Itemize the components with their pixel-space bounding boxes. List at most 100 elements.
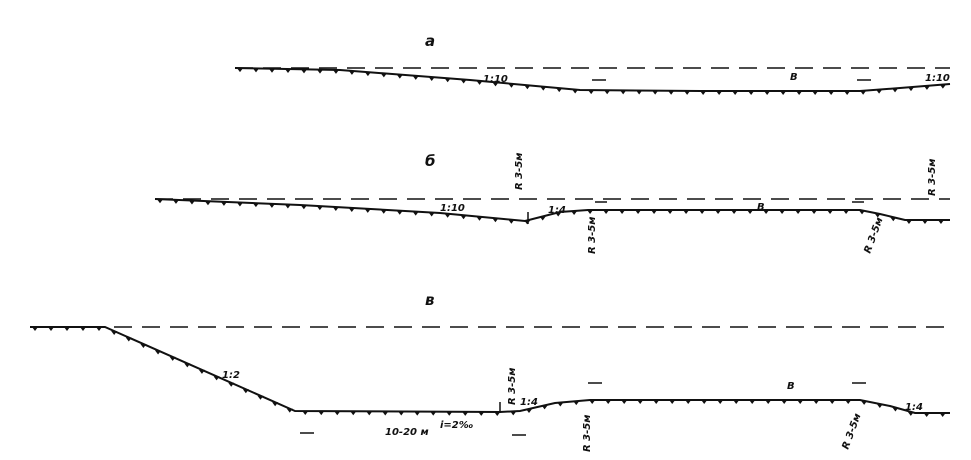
ground-hatch (111, 331, 118, 336)
ground-hatch (573, 401, 580, 406)
ground-hatch (701, 400, 708, 404)
ground-hatch (685, 400, 692, 404)
width-label: В (790, 72, 798, 83)
ground-hatch (446, 411, 453, 416)
ground-hatch (236, 68, 243, 73)
ground-hatch (749, 400, 756, 404)
ground-hatch (460, 79, 467, 84)
ground-hatch (557, 402, 564, 407)
ground-hatch (414, 411, 421, 416)
ground-hatch (843, 210, 850, 214)
ground-hatch (732, 91, 739, 95)
slope-left-label: 1:10 (440, 203, 465, 214)
ground-hatch (556, 88, 563, 93)
ground-hatch (796, 91, 803, 95)
ground-hatch (621, 400, 628, 404)
ground-hatch (828, 91, 835, 95)
ground-hatch (348, 70, 355, 75)
ground-hatch (668, 90, 675, 95)
ground-hatch (716, 91, 723, 95)
ground-hatch (892, 407, 899, 412)
ground-hatch (876, 89, 883, 94)
ground-hatch (874, 213, 881, 218)
ground-hatch (428, 77, 435, 82)
ground-hatch (508, 219, 515, 224)
ground-hatch (364, 208, 371, 213)
ground-hatch (876, 403, 883, 408)
ground-hatch (272, 402, 279, 407)
ground-hatch (605, 400, 612, 404)
ground-hatch (683, 210, 690, 214)
ground-hatch (316, 69, 323, 74)
ground-hatch (364, 72, 371, 77)
ground-hatch (652, 90, 659, 95)
ground-hatch (286, 408, 293, 413)
radius-label: R 3-5м (840, 412, 863, 451)
ground-hatch (412, 211, 419, 216)
ground-hatch (140, 343, 147, 348)
ground-hatch (589, 400, 596, 404)
ground-profile (30, 326, 950, 414)
ground-hatch (748, 91, 755, 95)
ground-hatch (508, 83, 515, 88)
ground-hatch (827, 210, 834, 214)
ground-hatch (717, 400, 724, 404)
bottom-width-label: 10-20 м (385, 427, 429, 438)
ground-hatch (923, 85, 930, 90)
ground-hatch (460, 215, 467, 220)
ground-hatch (172, 199, 179, 204)
ground-hatch (651, 210, 658, 214)
slope-left-label: 1:10 (483, 74, 508, 85)
ground-hatch (539, 216, 546, 221)
ground-hatch (350, 411, 357, 416)
ground-hatch (236, 202, 243, 207)
ground-hatch (284, 69, 291, 74)
profile-b: б 1:10 R 3-5м 1:4 R 3-5м В R 3-5м R 3-5м (154, 152, 950, 255)
ground-hatch (861, 400, 868, 405)
ground-hatch (780, 91, 787, 95)
ground-hatch (188, 200, 195, 205)
ground-hatch (204, 201, 211, 206)
ground-hatch (476, 216, 483, 221)
ground-hatch (316, 206, 323, 211)
profile-b-label: б (425, 152, 435, 170)
width-label: В (787, 381, 795, 392)
slope-mid-label: 1:4 (548, 205, 566, 216)
ground-hatch (937, 220, 944, 224)
ground-hatch (318, 411, 325, 416)
ground-hatch (892, 88, 899, 93)
ground-hatch (184, 363, 191, 368)
ground-hatch (731, 210, 738, 214)
slope-right-label: 1:10 (925, 73, 950, 84)
ground-hatch (80, 327, 86, 331)
ground-hatch (332, 69, 339, 74)
ground-hatch (636, 90, 643, 95)
ground-hatch (169, 356, 176, 361)
ground-hatch (156, 199, 163, 204)
ground-hatch (380, 209, 387, 214)
ground-hatch (382, 411, 389, 416)
ground-hatch (510, 411, 517, 416)
ground-hatch (478, 411, 485, 416)
ground-hatch (635, 210, 642, 214)
profile-a: а 1:10 В 1:10 (234, 32, 951, 95)
ground-hatch (797, 400, 804, 404)
profile-a-label: а (425, 32, 435, 50)
ground-hatch (795, 210, 802, 214)
ground-hatch (763, 210, 770, 214)
ground-hatch (332, 207, 339, 212)
ground-hatch (268, 203, 275, 208)
ground-hatch (257, 395, 264, 400)
ground-hatch (905, 220, 912, 224)
ground-hatch (284, 204, 291, 209)
slope-right-label: 1:4 (905, 402, 923, 413)
ground-hatch (781, 400, 788, 404)
ground-hatch (715, 210, 722, 214)
ground-hatch (588, 90, 595, 95)
radius-label: R 3-5м (587, 217, 598, 254)
ground-hatch (428, 212, 435, 217)
ground-hatch (524, 85, 531, 90)
ground-hatch (526, 408, 533, 413)
radius-label: R 3-5м (507, 368, 518, 405)
ground-hatch (844, 91, 851, 95)
